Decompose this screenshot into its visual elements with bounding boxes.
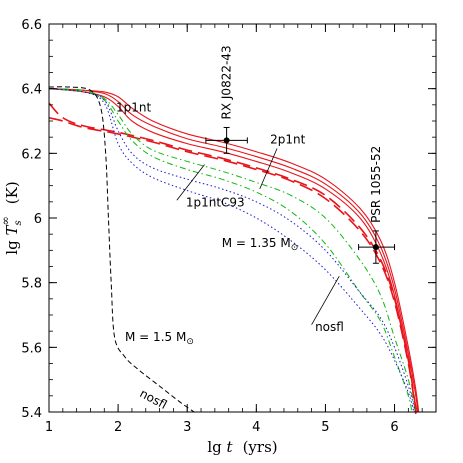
x-axis-label: lg t (yrs) (207, 438, 277, 456)
mass-label: M = 1.5 M⊙ (125, 330, 194, 347)
mass-label: M = 1.35 M⊙ (222, 236, 298, 253)
series-line-nosfl (48, 88, 415, 413)
x-tick-label: 6 (390, 420, 398, 435)
observation-label: PSR 1055-52 (369, 146, 383, 223)
y-tick-label: 5.8 (21, 277, 42, 292)
observation-psr-1055-52: PSR 1055-52 (358, 146, 396, 264)
y-tick-label: 6.4 (21, 83, 42, 98)
curve-label: 1p1nt (116, 100, 151, 114)
curve-label: nosfl (137, 386, 169, 412)
y-tick-label: 5.6 (21, 341, 42, 356)
series-layer (48, 86, 420, 415)
x-tick-label: 1 (45, 420, 53, 435)
y-tick-label: 6.6 (21, 18, 42, 33)
leader-line (176, 164, 205, 201)
y-tick-label: 6.2 (21, 147, 42, 162)
series-line-2p1nt (48, 116, 417, 415)
data-point (223, 137, 230, 144)
series-line-1p1nt (48, 88, 420, 413)
y-tick-label: 6 (34, 212, 42, 227)
x-tick-label: 3 (183, 420, 191, 435)
x-tick-label: 4 (252, 420, 260, 435)
curve-label: 1p1ntC93 (186, 196, 245, 210)
series-line-1p1ntc93 (48, 88, 413, 413)
data-point (372, 244, 379, 251)
series-line-nosfl (48, 86, 195, 413)
observation-rx-j0822-43: RX J0822-43 (205, 45, 248, 154)
leader-line (259, 148, 278, 190)
y-axis-label: lg Ts∞(K) (0, 181, 24, 254)
curve-label: 2p1nt (270, 133, 305, 147)
observations-layer: RX J0822-43 PSR 1055-52 (205, 45, 396, 264)
x-tick-label: 5 (321, 420, 329, 435)
leader-line (311, 276, 340, 325)
series-line-1p1nt (48, 88, 419, 413)
x-tick-label: 2 (114, 420, 122, 435)
curve-label: nosfl (315, 320, 344, 334)
series-line-nosfl (48, 88, 416, 413)
series-line-1p1ntc93 (48, 88, 416, 413)
observation-label: RX J0822-43 (220, 45, 234, 119)
ticks-layer: 1 2 3 4 5 6 5.4 5.6 5.8 6 6.2 6.4 6.6 (21, 18, 437, 435)
y-tick-label: 5.4 (21, 406, 42, 421)
annotations-layer: 1p1nt 2p1nt 1p1ntC93 nosfl M = 1.35 M⊙ M = 1.… (116, 100, 344, 412)
